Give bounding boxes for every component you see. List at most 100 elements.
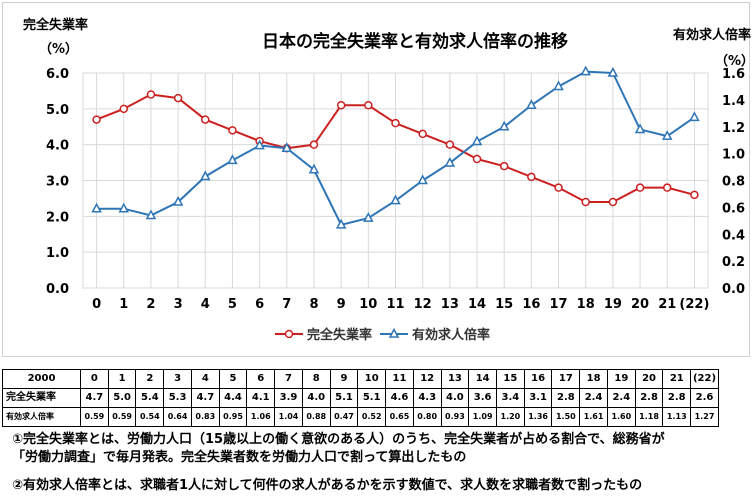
job-ratio-point — [281, 142, 293, 152]
job-ratio-point — [145, 209, 157, 220]
table-year-row-cell: 11 — [385, 369, 414, 389]
table-unemployment-row-cell: 4.3 — [412, 388, 442, 408]
table-unemployment-row-cell: 5.1 — [329, 388, 359, 408]
chart-frame: 日本の完全失業率と有効求人倍率の推移 完全失業率 （%） 有効求人倍率 （%） … — [2, 2, 751, 357]
table-year-row-cell: 8 — [301, 369, 331, 389]
table-year-row-cell: 1 — [107, 369, 137, 389]
unemployment-point — [92, 115, 101, 124]
y-right-tick-label: 1.6 — [722, 67, 745, 82]
y-right-tick-label: 0.2 — [722, 255, 745, 270]
table-year-row-cell: 10 — [357, 369, 387, 389]
job-ratio-point — [553, 80, 564, 91]
x-tick-label: 11 — [386, 297, 404, 312]
table-unemployment-row-cell: 2.8 — [662, 388, 692, 408]
job-ratio-point — [634, 123, 646, 134]
table-unemployment-row-cell: 3.9 — [274, 388, 303, 408]
table-unemployment-row-cell: 2.8 — [634, 388, 664, 408]
table-unemployment-row-cell: 5.3 — [163, 388, 192, 408]
y-right-tick-label: 1.2 — [722, 121, 745, 136]
left-axis-unit: （%） — [39, 41, 78, 57]
y-right-tick-label: 0.8 — [722, 175, 745, 190]
job-ratio-point — [498, 120, 510, 131]
table-year-row-cell: 0 — [80, 369, 109, 389]
y-left-tick-label: 2.0 — [46, 210, 69, 225]
unemployment-point — [119, 104, 129, 114]
table-unemployment-row-cell: 3.6 — [468, 388, 498, 408]
table-job-ratio-row-header: 有効求人倍率 — [2, 407, 81, 427]
x-tick-label: 13 — [441, 297, 459, 312]
job-ratio-point — [172, 195, 184, 206]
job-ratio-point — [91, 202, 102, 213]
table-job-ratio-row-cell: 0.54 — [135, 407, 165, 427]
unemployment-point — [418, 129, 427, 139]
table-job-ratio-row-cell: 1.50 — [551, 407, 581, 427]
y-left-tick-label: 6.0 — [46, 67, 69, 82]
unemployment-point — [201, 115, 210, 124]
table-year-row-cell: 3 — [163, 369, 192, 389]
table-job-ratio-row-cell: 0.93 — [440, 407, 470, 427]
x-tick-label: 20 — [631, 297, 649, 312]
x-tick-label: 17 — [549, 297, 567, 312]
table-job-ratio-row-cell: 1.20 — [496, 407, 525, 427]
x-tick-label: 19 — [604, 297, 622, 312]
table-year-row-cell: (22) — [690, 369, 719, 389]
legend-unemployment-label: 完全失業率 — [307, 327, 372, 343]
job-ratio-point — [390, 194, 401, 205]
y-right-tick-label: 0.6 — [722, 201, 745, 216]
unemployment-point — [608, 197, 618, 207]
x-tick-label: 14 — [468, 297, 486, 312]
table-year-row-cell: 6 — [246, 369, 276, 389]
table-unemployment-row-cell: 5.0 — [107, 388, 137, 408]
table-job-ratio-row-cell: 1.36 — [523, 407, 553, 427]
table-unemployment-row-cell: 5.4 — [135, 388, 165, 408]
job-ratio-point — [227, 154, 238, 165]
x-tick-label: 0 — [92, 297, 101, 312]
unemployment-point — [499, 161, 509, 171]
job-ratio-point — [118, 202, 130, 213]
unemployment-point — [527, 172, 536, 182]
table-year-row-cell: 14 — [468, 369, 498, 389]
unemployment-point — [445, 140, 455, 149]
job-ratio-point — [308, 163, 320, 174]
unemployment-point — [228, 126, 237, 135]
table-unemployment-row-cell: 2.4 — [606, 388, 636, 408]
table-year-row-cell: 7 — [274, 369, 303, 389]
x-tick-label: 21 — [658, 297, 676, 312]
job-ratio-point — [335, 218, 347, 229]
table-year-row-cell: 15 — [496, 369, 525, 389]
unemployment-point — [391, 118, 400, 128]
unemployment-point — [173, 93, 183, 103]
table-unemployment-row-cell: 4.7 — [190, 388, 220, 408]
unemployment-point — [554, 183, 563, 192]
table-year-row-cell: 20 — [634, 369, 664, 389]
unemployment-point — [662, 183, 672, 192]
table-unemployment-row-cell: 4.4 — [218, 388, 248, 408]
legend-job-ratio-marker — [388, 327, 400, 338]
data-table: 2000 0 1 2 3 4 5 6 7 8 9 10 11 12 13 14 15 16 17 18 19 20 21 (2… — [2, 369, 719, 427]
table-year-row: 2000 0 1 2 3 4 5 6 7 8 9 10 11 12 13 14 15 16 17 18 19 20 21 (2… — [2, 369, 719, 389]
y-right-tick-label: 1.0 — [722, 148, 745, 163]
x-tick-label: 8 — [309, 297, 318, 312]
x-tick-label: 10 — [359, 297, 377, 312]
unemployment-point — [336, 101, 346, 110]
note-1-line-1: ①完全失業率とは、労働力人口（15歳以上の働く意欲のある人）のうち、完全失業者が… — [12, 432, 665, 447]
table-job-ratio-row-cell: 0.95 — [218, 407, 248, 427]
y-left-tick-label: 0.0 — [46, 282, 69, 297]
table-job-ratio-row-cell: 0.59 — [107, 407, 137, 427]
y-right-tick-label: 1.4 — [722, 94, 745, 109]
table-job-ratio-row-cell: 0.65 — [385, 407, 414, 427]
table-year-row-cell: 13 — [440, 369, 470, 389]
table-job-ratio-row-cell: 1.13 — [662, 407, 692, 427]
x-tick-label: 5 — [228, 297, 237, 312]
table-job-ratio-row-cell: 1.60 — [606, 407, 636, 427]
table-job-ratio-row-cell: 0.47 — [329, 407, 359, 427]
table-year-row-cell: 17 — [551, 369, 581, 389]
table-unemployment-row-cell: 4.0 — [301, 388, 331, 408]
x-tick-label: 1 — [119, 297, 128, 312]
y-left-tick-label: 3.0 — [46, 175, 69, 190]
x-tick-label: 6 — [255, 297, 264, 312]
table-unemployment-row-cell: 4.6 — [385, 388, 414, 408]
y-right-tick-label: 0.0 — [722, 282, 745, 297]
unemployment-point — [146, 90, 156, 99]
unemployment-point — [309, 140, 319, 149]
